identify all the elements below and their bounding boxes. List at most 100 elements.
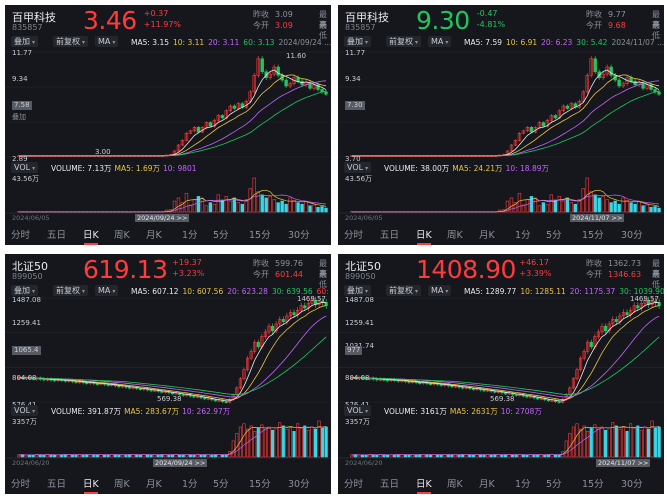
volume-bar — [505, 200, 510, 213]
price-adjust-button[interactable]: 前复权 ▾ — [386, 285, 422, 296]
tab-8[interactable]: 30分 — [621, 479, 643, 490]
volume-bar — [593, 424, 597, 458]
tab-4[interactable]: 月K — [479, 479, 495, 490]
tab-8[interactable]: 30分 — [288, 230, 310, 241]
price-change: +46.17 — [519, 258, 549, 267]
ma-ma60-value: 30: 1039.90 — [619, 287, 664, 296]
volume-value: VOLUME: 3161万 — [384, 407, 447, 416]
tab-1[interactable]: 五日 — [380, 479, 400, 490]
tab-5[interactable]: 1分 — [182, 479, 198, 490]
tab-4[interactable]: 月K — [479, 230, 495, 241]
price-change-pct: +3.23% — [172, 269, 205, 278]
indicator-button[interactable]: MA ▾ — [95, 36, 119, 47]
tab-1[interactable]: 五日 — [47, 230, 67, 241]
candle — [185, 394, 189, 397]
volume-bar — [292, 430, 296, 458]
tab-0[interactable]: 分时 — [344, 230, 364, 241]
last-price: 619.13 — [83, 255, 168, 284]
tab-6[interactable]: 5分 — [213, 230, 229, 241]
indicator-label: MA — [431, 37, 444, 46]
tab-3[interactable]: 周K — [447, 479, 463, 490]
tab-8[interactable]: 30分 — [621, 230, 643, 241]
tab-3[interactable]: 周K — [447, 230, 463, 241]
last-price: 9.30 — [416, 6, 470, 35]
tab-1[interactable]: 五日 — [47, 479, 67, 490]
volume-bar — [517, 192, 522, 213]
vol-indicator-button[interactable]: VOL ▾ — [344, 405, 372, 416]
tab-2[interactable]: 日K — [83, 230, 99, 245]
price-adjust-button[interactable]: 前复权 ▾ — [386, 36, 422, 47]
tab-6[interactable]: 5分 — [546, 230, 562, 241]
volume-bar — [511, 454, 515, 458]
chevron-down-icon: ▾ — [112, 39, 116, 46]
overlay-side-label: 叠加 — [12, 113, 26, 121]
tab-8[interactable]: 30分 — [288, 479, 310, 490]
candle — [461, 386, 465, 389]
tab-1[interactable]: 五日 — [380, 230, 400, 241]
candle — [260, 58, 264, 73]
price-tick-mid: 9.34 — [345, 75, 361, 83]
overlay-button[interactable]: 叠加 ▾ — [11, 285, 39, 296]
kline-chart[interactable] — [338, 5, 664, 245]
ma-legend: MA5: 7.59 10: 6.91 20: 6.23 30: 5.42 2024/11… — [464, 37, 664, 48]
tab-3[interactable]: 周K — [114, 479, 130, 490]
prev-close-value: 3.09 — [275, 10, 293, 19]
tab-7[interactable]: 15分 — [249, 479, 271, 490]
candle — [407, 381, 411, 383]
indicator-button[interactable]: MA ▾ — [95, 285, 119, 296]
volume-bar — [500, 454, 504, 458]
ma-legend: MA5: 1289.77 10: 1285.11 20: 1175.37 30: 10… — [464, 286, 664, 297]
tab-6[interactable]: 5分 — [213, 479, 229, 490]
tab-7[interactable]: 15分 — [249, 230, 271, 241]
tab-2[interactable]: 日K — [416, 230, 432, 245]
tab-2[interactable]: 日K — [416, 479, 432, 494]
tab-3[interactable]: 周K — [114, 230, 130, 241]
high-label: 最高 — [652, 259, 660, 278]
candle — [296, 77, 300, 82]
volume-bar — [316, 207, 320, 213]
tab-5[interactable]: 1分 — [515, 479, 531, 490]
price-adjust-button[interactable]: 前复权 ▾ — [53, 285, 89, 296]
kline-chart[interactable] — [338, 254, 664, 494]
volume-bar — [124, 454, 128, 458]
indicator-button[interactable]: MA ▾ — [428, 36, 452, 47]
tab-0[interactable]: 分时 — [11, 479, 31, 490]
volume-bar — [557, 196, 562, 213]
candle — [553, 115, 558, 119]
tab-5[interactable]: 1分 — [515, 230, 531, 241]
date-left: 2024/06/20 — [12, 459, 50, 467]
indicator-button[interactable]: MA ▾ — [428, 285, 452, 296]
vol-indicator-button[interactable]: VOL ▾ — [344, 162, 372, 173]
tab-7[interactable]: 15分 — [582, 479, 604, 490]
kline-chart[interactable] — [5, 254, 331, 494]
tab-5[interactable]: 1分 — [182, 230, 198, 241]
ma-ma5-value: MA5: 1289.77 — [464, 287, 517, 296]
candle — [138, 388, 142, 390]
overlay-button[interactable]: 叠加 ▾ — [344, 285, 372, 296]
volume-ma10: 10: 2708万 — [500, 407, 542, 416]
tab-0[interactable]: 分时 — [11, 230, 31, 241]
tab-4[interactable]: 月K — [146, 479, 162, 490]
price-adjust-button[interactable]: 前复权 ▾ — [53, 36, 89, 47]
overlay-button[interactable]: 叠加 ▾ — [344, 36, 372, 47]
tab-0[interactable]: 分时 — [344, 479, 364, 490]
volume-bar — [593, 194, 597, 213]
tab-6[interactable]: 5分 — [546, 479, 562, 490]
candle — [525, 395, 529, 398]
ma-ma20-value: 20: 3.11 — [208, 38, 240, 47]
vol-indicator-button[interactable]: VOL ▾ — [11, 162, 39, 173]
candle — [482, 389, 486, 392]
ma-legend: MA5: 3.15 10: 3.11 20: 3.11 60: 3.13 2024/09… — [131, 37, 331, 48]
candle — [74, 381, 78, 383]
volume-bar — [312, 204, 316, 213]
tab-4[interactable]: 月K — [146, 230, 162, 241]
overlay-button[interactable]: 叠加 ▾ — [11, 36, 39, 47]
volume-bar — [103, 454, 107, 458]
tab-2[interactable]: 日K — [83, 479, 99, 494]
vol-indicator-button[interactable]: VOL ▾ — [11, 405, 39, 416]
volume-bar — [200, 197, 205, 213]
kline-chart[interactable] — [5, 5, 331, 245]
tab-7[interactable]: 15分 — [582, 230, 604, 241]
candle — [503, 392, 508, 395]
